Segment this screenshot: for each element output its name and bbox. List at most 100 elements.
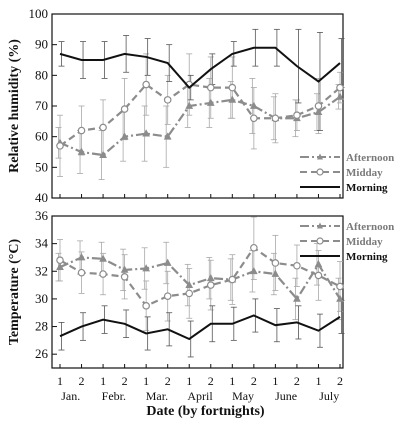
humidity-midday-point — [77, 126, 86, 135]
temperature-plot-frame — [51, 215, 344, 369]
temperature-morning-line — [59, 314, 341, 341]
humidity-afternoon-point — [336, 92, 344, 100]
humidity-afternoon-point — [249, 101, 258, 109]
temperature-panel: 26 28 30 32 34 36 Temperature (°C) Afternoon Mid… — [7, 208, 394, 369]
humidity-y-tick-label: 60 — [35, 129, 48, 144]
x-axis-title: Date (by fortnights) — [146, 404, 265, 419]
temperature-midday-point — [228, 275, 237, 284]
month-label: July — [319, 389, 339, 403]
fortnight-label: 2 — [208, 374, 214, 388]
humidity-afternoon-point — [228, 95, 237, 103]
humidity-midday-point — [120, 105, 129, 113]
fortnight-label: 2 — [165, 374, 171, 388]
humidity-midday-point — [206, 83, 215, 92]
temperature-y-tick-label: 32 — [35, 263, 48, 278]
humidity-afternoon-point — [77, 147, 86, 155]
fortnight-label: 1 — [272, 374, 278, 388]
fortnight-label: 2 — [294, 374, 300, 388]
fortnight-label: 1 — [57, 374, 63, 388]
temperature-y-tick-label: 26 — [35, 346, 49, 361]
temperature-y-tick-label: 30 — [35, 291, 48, 306]
humidity-afternoon-point — [314, 107, 323, 116]
humidity-y-tick-label: 90 — [35, 37, 48, 52]
temperature-midday-point — [206, 281, 215, 289]
month-label: April — [187, 389, 213, 403]
fortnight-label: 2 — [79, 374, 85, 388]
fortnight-label: 1 — [100, 374, 106, 388]
humidity-midday-point — [228, 83, 237, 92]
temperature-afternoon-point — [293, 294, 301, 302]
humidity-y-tick-label: 50 — [35, 159, 48, 174]
humidity-afternoon-point — [99, 150, 107, 158]
humidity-panel: 40 50 60 70 80 90 100 Relative humidity (%) Afte… — [7, 6, 394, 205]
humidity-afternoon-point — [185, 101, 194, 109]
temperature-midday-point — [163, 292, 172, 300]
humidity-midday-point — [163, 96, 172, 104]
humidity-legend-label-morning: Morning — [346, 182, 388, 194]
humidity-y-axis-title: Relative humidity (%) — [7, 39, 22, 173]
temperature-midday-point — [56, 256, 64, 265]
humidity-midday-point — [99, 123, 107, 132]
month-label: Jan. — [61, 389, 80, 403]
temperature-legend-label-morning: Morning — [346, 251, 388, 263]
month-label: June — [275, 389, 297, 403]
temperature-y-tick-label: 28 — [35, 319, 48, 334]
humidity-y-tick-label: 100 — [29, 6, 49, 21]
temperature-afternoon-point — [185, 280, 194, 288]
temperature-midday-point — [336, 282, 344, 291]
humidity-midday-point — [314, 102, 323, 110]
temperature-midday-point — [250, 243, 258, 252]
temperature-midday-point — [293, 261, 301, 270]
temperature-afternoon-point — [249, 266, 258, 275]
temperature-legend-label-midday: Midday — [346, 236, 383, 248]
humidity-y-tick-label: 40 — [35, 190, 48, 205]
fortnight-label: 2 — [337, 374, 343, 388]
fortnight-label: 1 — [315, 374, 321, 388]
humidity-y-tick-label: 70 — [35, 98, 48, 113]
fortnight-label: 2 — [122, 374, 128, 388]
temperature-afternoon-line — [59, 256, 341, 301]
humidity-afternoon-point — [163, 132, 172, 140]
fortnight-label: 1 — [186, 374, 192, 388]
month-label: Febr. — [102, 389, 126, 403]
humidity-afternoon-point — [120, 132, 129, 140]
temperature-afternoon-point — [336, 294, 344, 302]
temperature-afternoon-point — [120, 265, 129, 273]
temperature-legend-marker-midday — [316, 237, 324, 245]
fortnight-label: 2 — [251, 374, 257, 388]
temperature-y-tick-label: 34 — [35, 236, 49, 251]
temperature-y-axis-title: Temperature (°C) — [7, 239, 22, 346]
humidity-midday-point — [56, 142, 64, 150]
temperature-midday-point — [77, 268, 86, 277]
fortnight-label: 1 — [229, 374, 235, 388]
humidity-midday-point — [336, 83, 344, 92]
humidity-legend-label-midday: Midday — [346, 167, 383, 179]
humidity-plot-frame — [51, 13, 344, 199]
humidity-midday-point — [293, 111, 301, 120]
temperature-midday-point — [142, 302, 150, 310]
temperature-midday-point — [314, 271, 323, 280]
temperature-midday-point — [271, 259, 280, 267]
humidity-morning-line — [59, 46, 341, 90]
humidity-afternoon-line — [59, 95, 341, 157]
humidity-midday-point — [250, 114, 258, 123]
temperature-legend-label-afternoon: Afternoon — [346, 221, 394, 233]
humidity-midday-point — [271, 114, 280, 123]
temperature-midday-point — [99, 270, 107, 278]
temperature-afternoon-point — [163, 258, 172, 266]
month-label: Mar. — [146, 389, 168, 403]
humidity-legend-label-afternoon: Afternoon — [346, 152, 394, 164]
humidity-afternoon-point — [142, 129, 151, 137]
temperature-afternoon-point — [56, 262, 64, 271]
humidity-legend-marker-afternoon — [317, 153, 323, 160]
humidity-y-tick-label: 80 — [35, 67, 48, 82]
humidity-afternoon-point — [206, 98, 215, 106]
temperature-afternoon-point — [77, 253, 86, 261]
temperature-y-tick-label: 36 — [35, 208, 49, 223]
temperature-midday-point — [185, 289, 194, 298]
month-label: May — [232, 389, 254, 403]
fortnight-label: 1 — [143, 374, 149, 388]
